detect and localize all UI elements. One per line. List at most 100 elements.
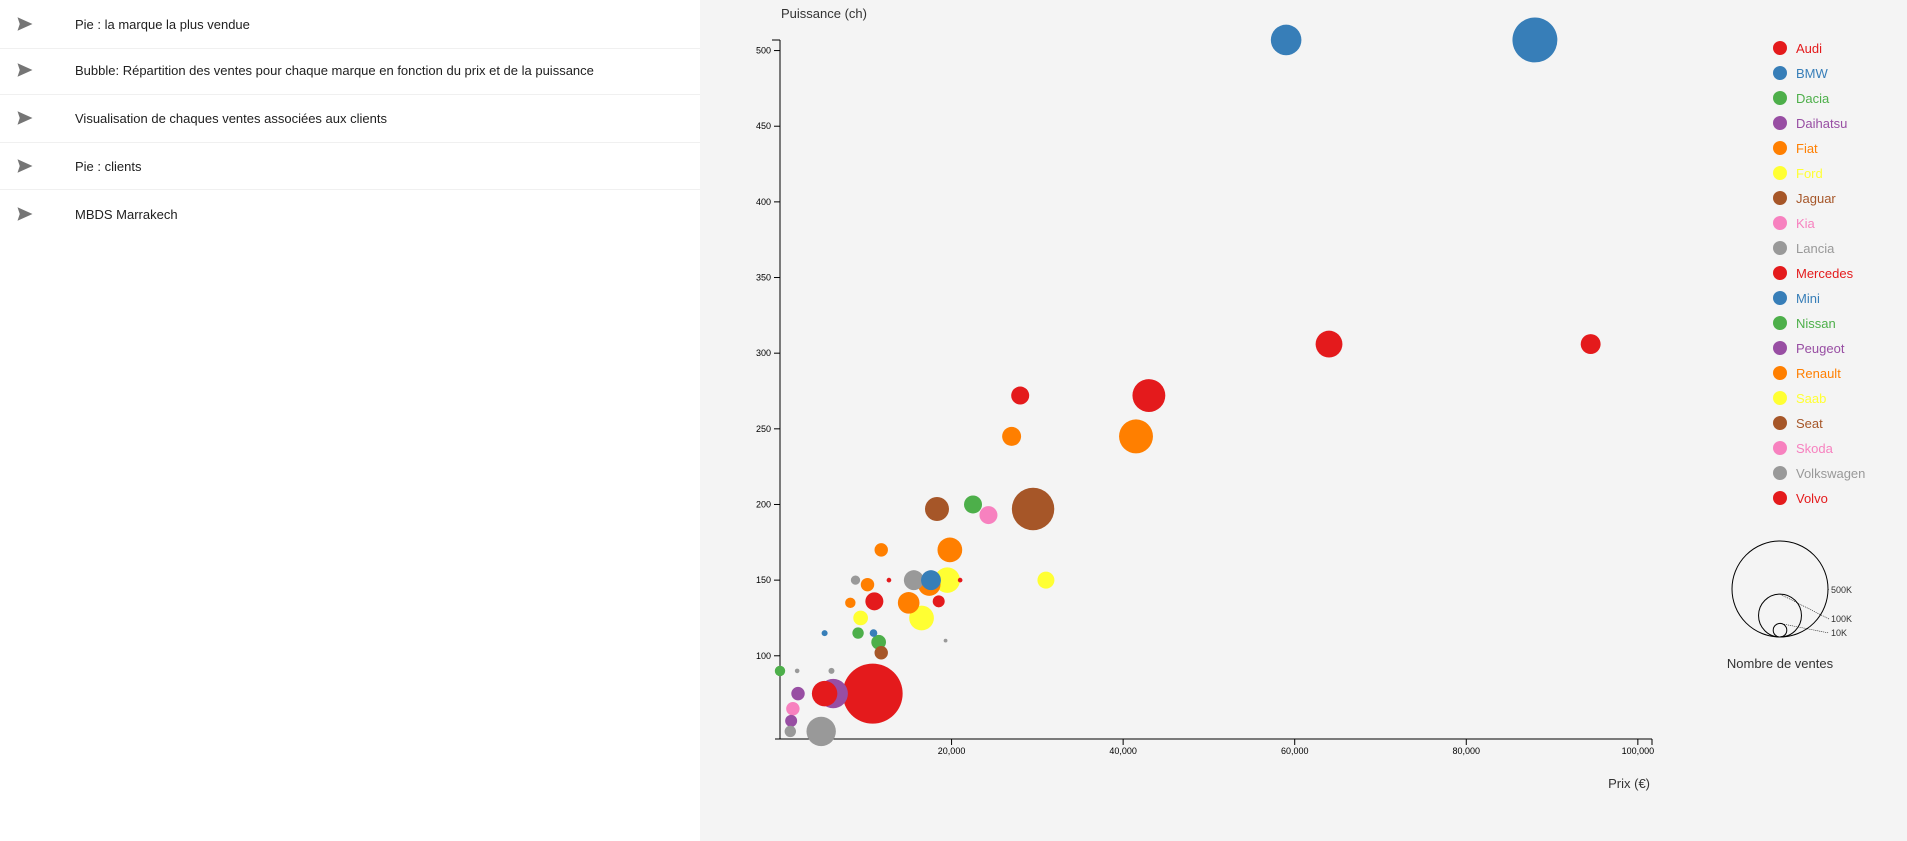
- legend-marker: [1773, 291, 1787, 305]
- legend-label: Daihatsu: [1796, 116, 1847, 131]
- y-tick-label: 150: [756, 575, 771, 585]
- legend-label: Volvo: [1796, 491, 1828, 506]
- x-tick-label: 60,000: [1281, 746, 1309, 756]
- bubble[interactable]: [1011, 386, 1030, 405]
- bubble[interactable]: [964, 495, 983, 514]
- nav-item-label: Pie : la marque la plus vendue: [75, 16, 250, 32]
- legend-label: Kia: [1796, 216, 1816, 231]
- nav-item-ventes-clients[interactable]: Visualisation de chaques ventes associée…: [0, 94, 700, 142]
- bubble[interactable]: [1011, 487, 1055, 531]
- y-tick-label: 500: [756, 46, 771, 56]
- bubble[interactable]: [937, 537, 963, 563]
- size-legend-leader: [1779, 593, 1830, 620]
- legend-label: Audi: [1796, 41, 1822, 56]
- bubble[interactable]: [784, 725, 796, 738]
- bubble[interactable]: [1315, 330, 1343, 358]
- bubble[interactable]: [897, 592, 920, 614]
- x-axis-label: Prix (€): [1608, 776, 1650, 791]
- legend-label: BMW: [1796, 66, 1829, 81]
- legend-label: Skoda: [1796, 441, 1834, 456]
- bubble[interactable]: [874, 646, 888, 660]
- bubble[interactable]: [1037, 571, 1055, 589]
- bubble[interactable]: [791, 686, 805, 701]
- bubble[interactable]: [865, 592, 884, 611]
- y-tick-label: 100: [756, 651, 771, 661]
- x-tick-label: 20,000: [938, 746, 966, 756]
- legend-marker: [1773, 491, 1787, 505]
- bubble[interactable]: [921, 570, 941, 591]
- bubble[interactable]: [828, 667, 835, 674]
- y-tick-label: 350: [756, 273, 771, 283]
- size-legend-label: 10K: [1831, 628, 1847, 638]
- chart-area: 100 150 200 250 300 350 400 450 500 20,000 40,000 6…: [700, 0, 1907, 841]
- bubble[interactable]: [811, 680, 838, 707]
- bubble[interactable]: [845, 597, 856, 609]
- bubble[interactable]: [932, 595, 945, 608]
- nav-item-mbds[interactable]: MBDS Marrakech: [0, 190, 700, 238]
- legend-marker: [1773, 41, 1787, 55]
- bubble[interactable]: [850, 575, 861, 585]
- bubble-chart: 100 150 200 250 300 350 400 450 500 20,000 40,000 6…: [756, 6, 1865, 791]
- legend-label: Nissan: [1796, 316, 1836, 331]
- bubble[interactable]: [869, 629, 878, 637]
- bubble[interactable]: [874, 543, 888, 557]
- bubble[interactable]: [786, 702, 800, 716]
- bubble[interactable]: [1512, 17, 1558, 63]
- send-icon: [17, 17, 33, 31]
- bubble[interactable]: [774, 665, 786, 677]
- legend-marker: [1773, 441, 1787, 455]
- nav-item-bubble[interactable]: Bubble: Répartition des ventes pour chaq…: [0, 46, 700, 94]
- bubble[interactable]: [853, 610, 868, 626]
- legend-label: Peugeot: [1796, 341, 1845, 356]
- bubble[interactable]: [886, 577, 892, 583]
- x-tick-label: 100,000: [1622, 746, 1655, 756]
- legend-label: Mini: [1796, 291, 1820, 306]
- bubble[interactable]: [794, 668, 800, 674]
- legend-label: Jaguar: [1796, 191, 1836, 206]
- bubble[interactable]: [852, 627, 864, 639]
- bubble[interactable]: [924, 497, 949, 522]
- nav-item-pie-marques[interactable]: Pie : la marque la plus vendue: [0, 0, 700, 48]
- bubble[interactable]: [934, 567, 961, 593]
- legend-marker: [1773, 141, 1787, 155]
- bubble[interactable]: [909, 605, 934, 631]
- size-legend-title: Nombre de ventes: [1727, 656, 1834, 671]
- legend-marker: [1773, 66, 1787, 80]
- y-tick-label: 450: [756, 121, 771, 131]
- legend-label: Volkswagen: [1796, 466, 1865, 481]
- bubble[interactable]: [943, 638, 948, 643]
- nav-item-label: MBDS Marrakech: [75, 206, 178, 222]
- bubble[interactable]: [785, 714, 798, 727]
- legend-label: Seat: [1796, 416, 1823, 431]
- legend-marker: [1773, 216, 1787, 230]
- bubble[interactable]: [957, 577, 963, 583]
- bubble[interactable]: [1132, 379, 1166, 412]
- bubble[interactable]: [903, 570, 924, 591]
- legend-label: Ford: [1796, 166, 1823, 181]
- y-tick-label: 400: [756, 197, 771, 207]
- bubble[interactable]: [821, 630, 828, 637]
- bubble[interactable]: [1002, 426, 1022, 446]
- bubble[interactable]: [1270, 24, 1302, 56]
- bubble[interactable]: [1119, 419, 1153, 454]
- size-legend-leader: [1827, 588, 1830, 591]
- bubble[interactable]: [806, 716, 836, 747]
- send-icon: [17, 63, 33, 77]
- legend-marker: [1773, 391, 1787, 405]
- bubble[interactable]: [842, 663, 903, 724]
- legend-marker: [1773, 466, 1787, 480]
- send-icon: [17, 159, 33, 173]
- nav-item-pie-clients[interactable]: Pie : clients: [0, 142, 700, 190]
- legend-marker: [1773, 91, 1787, 105]
- size-legend-label: 100K: [1831, 614, 1852, 624]
- legend-marker: [1773, 166, 1787, 180]
- bubble[interactable]: [871, 634, 887, 650]
- size-legend-leader: [1779, 623, 1830, 634]
- legend-label: Lancia: [1796, 241, 1835, 256]
- bubble[interactable]: [860, 577, 875, 592]
- bubble[interactable]: [1580, 334, 1601, 355]
- y-tick-label: 250: [756, 424, 771, 434]
- divider: [0, 189, 700, 190]
- divider: [0, 94, 700, 95]
- bubble[interactable]: [979, 506, 998, 525]
